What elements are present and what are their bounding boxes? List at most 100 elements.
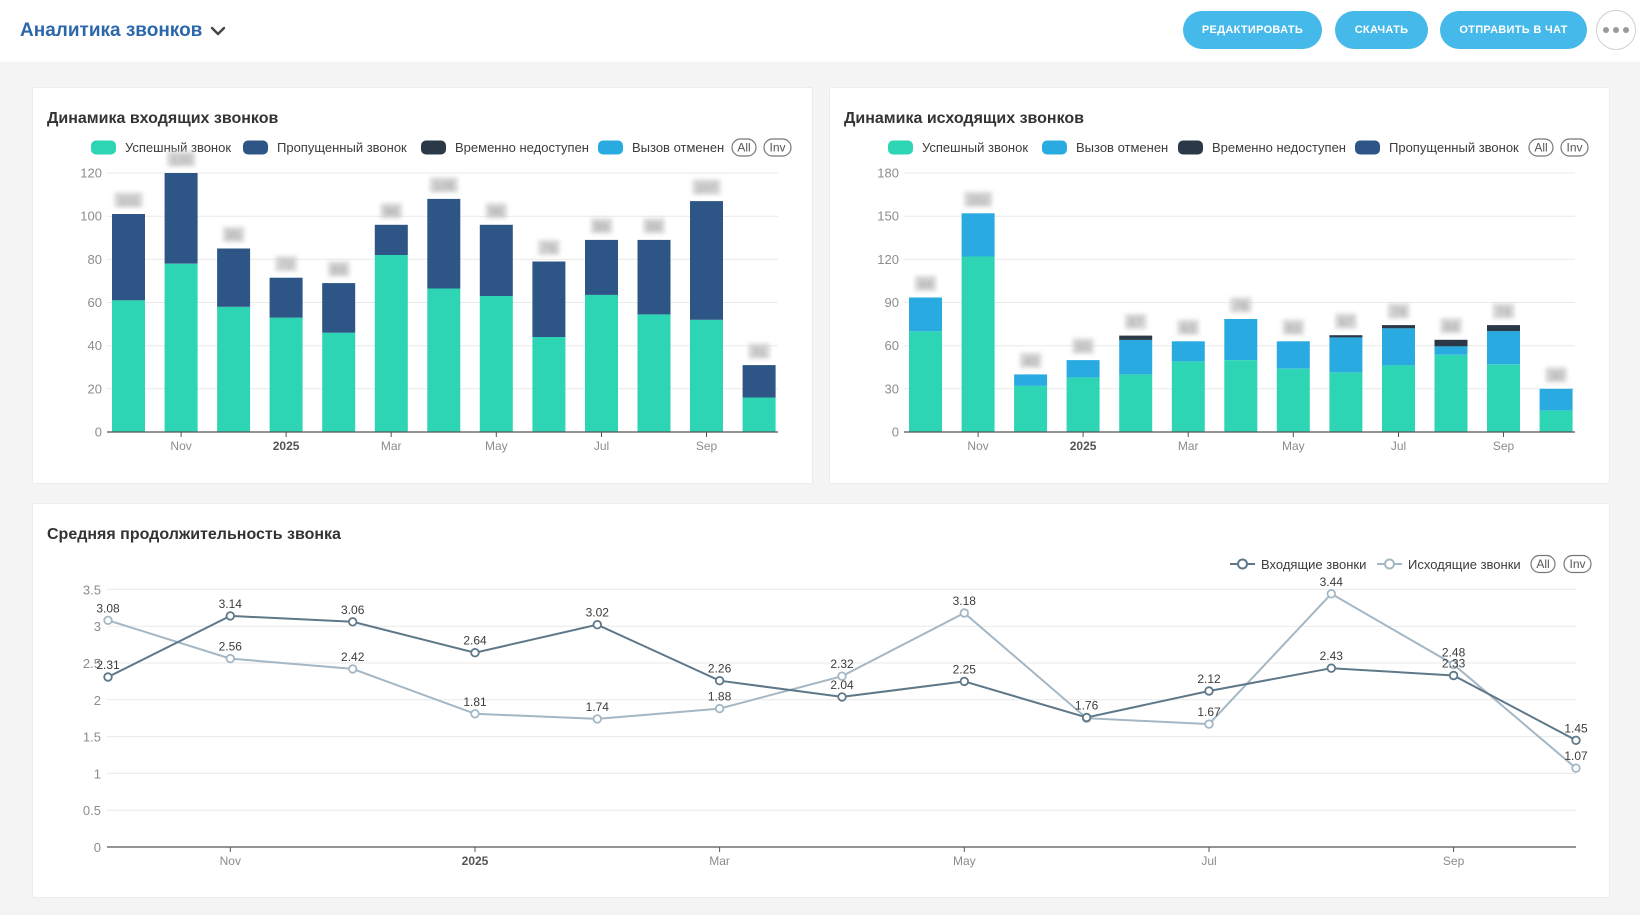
svg-text:69: 69 — [332, 263, 346, 277]
svg-text:1: 1 — [94, 766, 101, 781]
svg-text:0: 0 — [94, 840, 101, 855]
svg-text:108: 108 — [434, 179, 454, 193]
svg-text:60: 60 — [885, 338, 899, 353]
svg-text:89: 89 — [647, 220, 661, 234]
svg-text:60: 60 — [88, 295, 102, 310]
svg-text:0.5: 0.5 — [83, 803, 101, 818]
svg-text:40: 40 — [1024, 354, 1038, 368]
svg-text:2.26: 2.26 — [708, 662, 732, 676]
svg-text:150: 150 — [877, 209, 899, 224]
svg-text:89: 89 — [595, 220, 609, 234]
svg-text:3.18: 3.18 — [953, 594, 977, 608]
svg-text:2025: 2025 — [462, 854, 489, 868]
svg-text:Sep: Sep — [1493, 439, 1515, 453]
svg-text:1.74: 1.74 — [586, 700, 610, 714]
svg-text:2.12: 2.12 — [1197, 672, 1221, 686]
svg-text:2: 2 — [94, 693, 101, 708]
svg-text:2.48: 2.48 — [1442, 646, 1466, 660]
svg-text:1.76: 1.76 — [1075, 699, 1099, 713]
svg-text:3: 3 — [94, 619, 101, 634]
svg-text:100: 100 — [80, 209, 102, 224]
svg-text:2.56: 2.56 — [219, 640, 243, 654]
svg-text:3.44: 3.44 — [1320, 575, 1344, 589]
svg-text:Mar: Mar — [1178, 439, 1199, 453]
svg-text:1.67: 1.67 — [1197, 705, 1221, 719]
svg-text:2025: 2025 — [273, 439, 300, 453]
svg-text:2.32: 2.32 — [830, 657, 854, 671]
svg-text:74: 74 — [1392, 305, 1406, 319]
svg-text:Inv: Inv — [1569, 557, 1585, 571]
svg-text:31: 31 — [752, 345, 766, 359]
svg-text:180: 180 — [877, 166, 899, 181]
svg-text:40: 40 — [88, 338, 102, 353]
svg-text:120: 120 — [877, 252, 899, 267]
svg-text:May: May — [485, 439, 508, 453]
svg-text:Mar: Mar — [381, 439, 402, 453]
svg-text:64: 64 — [1444, 320, 1458, 334]
svg-text:2.43: 2.43 — [1320, 649, 1344, 663]
svg-text:3.5: 3.5 — [83, 582, 101, 597]
svg-text:Успешный звонок: Успешный звонок — [922, 140, 1028, 155]
svg-text:2.5: 2.5 — [83, 656, 101, 671]
svg-text:2.31: 2.31 — [96, 658, 120, 672]
svg-text:3.08: 3.08 — [96, 601, 120, 615]
svg-text:50: 50 — [1076, 340, 1090, 354]
svg-text:96: 96 — [385, 205, 399, 219]
svg-text:Вызов отменен: Вызов отменен — [1076, 140, 1168, 155]
svg-text:3.06: 3.06 — [341, 603, 365, 617]
svg-text:2.42: 2.42 — [341, 650, 365, 664]
svg-text:63: 63 — [1287, 321, 1301, 335]
svg-text:96: 96 — [490, 205, 504, 219]
svg-text:Временно недоступен: Временно недоступен — [455, 140, 589, 155]
svg-text:Sep: Sep — [1443, 854, 1465, 868]
svg-text:85: 85 — [227, 229, 241, 243]
svg-text:120: 120 — [80, 166, 102, 181]
svg-text:30: 30 — [1549, 369, 1563, 383]
svg-text:90: 90 — [885, 295, 899, 310]
svg-text:2.04: 2.04 — [830, 678, 854, 692]
svg-text:Jul: Jul — [1391, 439, 1406, 453]
svg-text:0: 0 — [95, 425, 102, 440]
svg-text:Вызов отменен: Вызов отменен — [632, 140, 724, 155]
svg-text:Исходящие звонки: Исходящие звонки — [1408, 557, 1521, 572]
svg-text:Jul: Jul — [1201, 854, 1216, 868]
svg-text:72: 72 — [279, 258, 293, 272]
svg-text:Входящие звонки: Входящие звонки — [1261, 557, 1366, 572]
svg-text:67: 67 — [1339, 315, 1353, 329]
svg-text:Динамика исходящих звонков: Динамика исходящих звонков — [844, 110, 1084, 127]
svg-text:67: 67 — [1129, 316, 1143, 330]
svg-text:All: All — [1534, 141, 1547, 155]
svg-text:120: 120 — [171, 153, 191, 167]
svg-text:May: May — [1282, 439, 1305, 453]
svg-text:Успешный звонок: Успешный звонок — [125, 140, 231, 155]
svg-text:79: 79 — [542, 242, 556, 256]
svg-text:2.25: 2.25 — [953, 662, 977, 676]
svg-text:May: May — [953, 854, 976, 868]
svg-text:Пропущенный звонок: Пропущенный звонок — [277, 140, 407, 155]
svg-text:Временно недоступен: Временно недоступен — [1212, 140, 1346, 155]
svg-text:Nov: Nov — [170, 439, 191, 453]
svg-text:Средняя продолжительность звон: Средняя продолжительность звонка — [47, 526, 341, 543]
svg-text:78: 78 — [1234, 299, 1248, 313]
svg-text:152: 152 — [968, 193, 988, 207]
svg-text:2025: 2025 — [1070, 439, 1097, 453]
svg-text:74: 74 — [1497, 305, 1511, 319]
svg-text:All: All — [737, 141, 750, 155]
svg-text:Nov: Nov — [220, 854, 241, 868]
svg-text:Mar: Mar — [709, 854, 730, 868]
svg-text:1.45: 1.45 — [1564, 721, 1588, 735]
svg-text:Inv: Inv — [1566, 141, 1582, 155]
svg-text:Inv: Inv — [769, 141, 785, 155]
svg-text:1.07: 1.07 — [1564, 749, 1588, 763]
svg-text:3.02: 3.02 — [586, 606, 610, 620]
svg-text:Пропущенный звонок: Пропущенный звонок — [1389, 140, 1519, 155]
svg-text:3.14: 3.14 — [219, 597, 243, 611]
svg-text:Sep: Sep — [696, 439, 718, 453]
svg-text:All: All — [1536, 557, 1549, 571]
svg-text:94: 94 — [919, 278, 933, 292]
svg-text:Jul: Jul — [594, 439, 609, 453]
svg-text:0: 0 — [892, 425, 899, 440]
svg-text:2.64: 2.64 — [463, 634, 487, 648]
svg-text:30: 30 — [885, 381, 899, 396]
svg-text:80: 80 — [88, 252, 102, 267]
